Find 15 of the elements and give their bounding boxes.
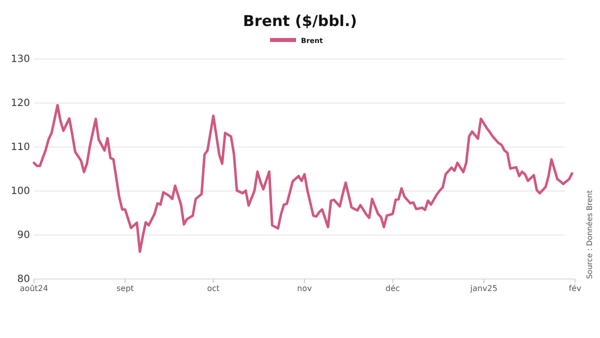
y-tick-label: 120 (10, 98, 30, 109)
y-tick-label: 130 (10, 54, 30, 65)
x-tick-label: sept (116, 284, 134, 293)
x-tick-label: nov (297, 284, 312, 293)
y-tick-label: 90 (17, 230, 30, 241)
x-tick-label: août24 (20, 284, 48, 293)
x-tick-label: oct (207, 284, 220, 293)
y-tick-label: 110 (10, 142, 30, 153)
chart-title: Brent ($/bbl.) (242, 12, 358, 30)
x-tick-label: janv25 (469, 284, 498, 293)
y-tick-label: 100 (10, 186, 30, 197)
x-tick-label: déc (386, 284, 400, 293)
line-series (32, 104, 574, 253)
y-tick-label: 80 (17, 274, 30, 285)
x-tick-label: fév (568, 284, 582, 293)
